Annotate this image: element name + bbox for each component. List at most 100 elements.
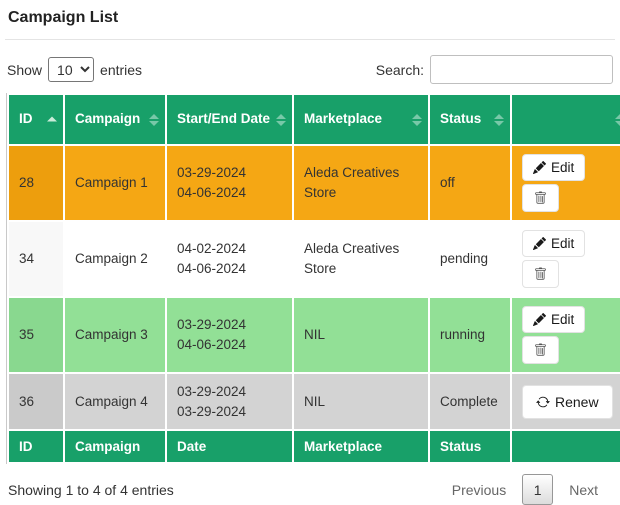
footer-header-date: Date xyxy=(167,431,292,463)
edit-button[interactable]: Edit xyxy=(522,230,586,257)
button-label: Edit xyxy=(551,160,575,175)
edit-button[interactable]: Edit xyxy=(522,306,586,333)
next-button[interactable]: Next xyxy=(569,481,598,498)
footer-header-id: ID xyxy=(9,431,63,463)
delete-button[interactable] xyxy=(522,336,559,364)
column-header-label: Start/End Date xyxy=(177,111,271,127)
column-header-label: Marketplace xyxy=(304,111,383,127)
sort-icon xyxy=(276,113,286,126)
campaign-cell: Campaign 2 xyxy=(65,222,165,296)
status-cell: pending xyxy=(430,222,510,296)
edit-button[interactable]: Edit xyxy=(522,154,586,181)
footer-header-campaign: Campaign xyxy=(65,431,165,463)
search-control: Search: xyxy=(376,55,613,84)
button-label: Edit xyxy=(551,236,575,251)
column-header-status[interactable]: Status xyxy=(430,95,510,144)
renew-button[interactable]: Renew xyxy=(522,384,613,419)
column-header-label: Status xyxy=(440,111,482,127)
actions-cell: Edit xyxy=(512,146,620,220)
footer-header-actions xyxy=(512,431,620,463)
status-cell: off xyxy=(430,146,510,220)
table-info: Showing 1 to 4 of 4 entries xyxy=(8,481,174,498)
start-date: 03-29-2024 xyxy=(177,384,247,399)
previous-button[interactable]: Previous xyxy=(451,481,507,498)
title-divider xyxy=(5,39,615,40)
column-header-id[interactable]: ID xyxy=(9,95,63,144)
end-date: 04-06-2024 xyxy=(177,261,247,276)
start-date: 04-02-2024 xyxy=(177,241,247,257)
pencil-icon xyxy=(533,237,546,250)
footer-header-status: Status xyxy=(430,431,510,463)
end-date: 04-06-2024 xyxy=(177,337,247,352)
date-cell: 03-29-2024 04-06-2024 xyxy=(167,298,292,372)
marketplace-cell: NIL xyxy=(294,298,428,372)
refresh-icon xyxy=(536,395,550,409)
marketplace-cell: NIL xyxy=(294,374,428,430)
button-label: Renew xyxy=(555,393,599,410)
sort-icon xyxy=(149,113,159,126)
column-header-start-end-date[interactable]: Start/End Date xyxy=(167,95,292,144)
page-length-control: Show 10 entries xyxy=(7,57,142,82)
date-cell: 03-29-2024 04-06-2024 xyxy=(167,146,292,220)
delete-button[interactable] xyxy=(522,260,559,288)
id-cell: 36 xyxy=(9,374,63,430)
campaign-cell: Campaign 3 xyxy=(65,298,165,372)
campaign-row-35: 35 Campaign 3 03-29-2024 04-06-2024 NIL runni… xyxy=(9,298,620,372)
column-header-campaign[interactable]: Campaign xyxy=(65,95,165,144)
marketplace-cell: Aleda Creatives Store xyxy=(294,146,428,220)
campaign-table: ID Campaign Start/End Date Marketplace Statu… xyxy=(6,93,620,465)
campaign-row-28: 28 Campaign 1 03-29-2024 04-06-2024 Aleda Cr… xyxy=(9,146,620,220)
status-cell: running xyxy=(430,298,510,372)
column-header-label: Campaign xyxy=(75,111,141,127)
table-header-row: ID Campaign Start/End Date Marketplace Statu… xyxy=(9,95,620,144)
entries-label: entries xyxy=(100,61,143,78)
status-cell: Complete xyxy=(430,374,510,430)
button-label: Edit xyxy=(551,312,575,327)
show-label: Show xyxy=(7,61,43,78)
pagination: Previous 1 Next xyxy=(450,474,600,505)
end-date: 03-29-2024 xyxy=(177,403,247,419)
id-cell: 34 xyxy=(9,222,63,296)
trash-icon xyxy=(534,267,547,281)
table-controls: Show 10 entries Search: xyxy=(7,55,613,84)
sort-icon xyxy=(615,113,620,126)
delete-button[interactable] xyxy=(522,184,559,212)
campaign-cell: Campaign 4 xyxy=(65,374,165,430)
id-cell: 35 xyxy=(9,298,63,372)
id-cell: 28 xyxy=(9,146,63,220)
column-header-marketplace[interactable]: Marketplace xyxy=(294,95,428,144)
search-label: Search: xyxy=(375,61,424,78)
column-header-actions[interactable] xyxy=(512,95,620,144)
row-actions: Renew xyxy=(522,384,620,419)
marketplace-cell: Aleda Creatives Store xyxy=(294,222,428,296)
actions-cell: Edit xyxy=(512,298,620,372)
table-bottom-bar: Showing 1 to 4 of 4 entries Previous 1 N… xyxy=(8,474,612,505)
actions-cell: Renew xyxy=(512,374,620,430)
date-cell: 04-02-2024 04-06-2024 xyxy=(167,222,292,296)
search-input[interactable] xyxy=(430,55,613,84)
actions-cell: Edit xyxy=(512,222,620,296)
column-header-label: ID xyxy=(19,111,33,127)
footer-header-marketplace: Marketplace xyxy=(294,431,428,463)
start-date: 03-29-2024 xyxy=(177,165,247,181)
row-actions: Edit xyxy=(522,306,620,364)
sort-icon xyxy=(494,113,504,126)
campaign-row-34: 34 Campaign 2 04-02-2024 04-06-2024 Aleda Cr… xyxy=(9,222,620,296)
trash-icon xyxy=(534,191,547,205)
row-actions: Edit xyxy=(522,154,620,212)
row-actions: Edit xyxy=(522,230,620,288)
sort-asc-icon xyxy=(47,116,57,123)
pencil-icon xyxy=(533,313,546,326)
pencil-icon xyxy=(533,161,546,174)
date-cell: 03-29-2024 03-29-2024 xyxy=(167,374,292,430)
table-footer-row: ID Campaign Date Marketplace Status xyxy=(9,431,620,463)
sort-icon xyxy=(412,113,422,126)
entries-select[interactable]: 10 xyxy=(48,57,95,82)
campaign-cell: Campaign 1 xyxy=(65,146,165,220)
end-date: 04-06-2024 xyxy=(177,185,247,200)
campaign-row-36: 36 Campaign 4 03-29-2024 03-29-2024 NIL Compl… xyxy=(9,374,620,430)
trash-icon xyxy=(534,343,547,357)
start-date: 03-29-2024 xyxy=(177,317,247,333)
page-1-button[interactable]: 1 xyxy=(522,474,554,505)
